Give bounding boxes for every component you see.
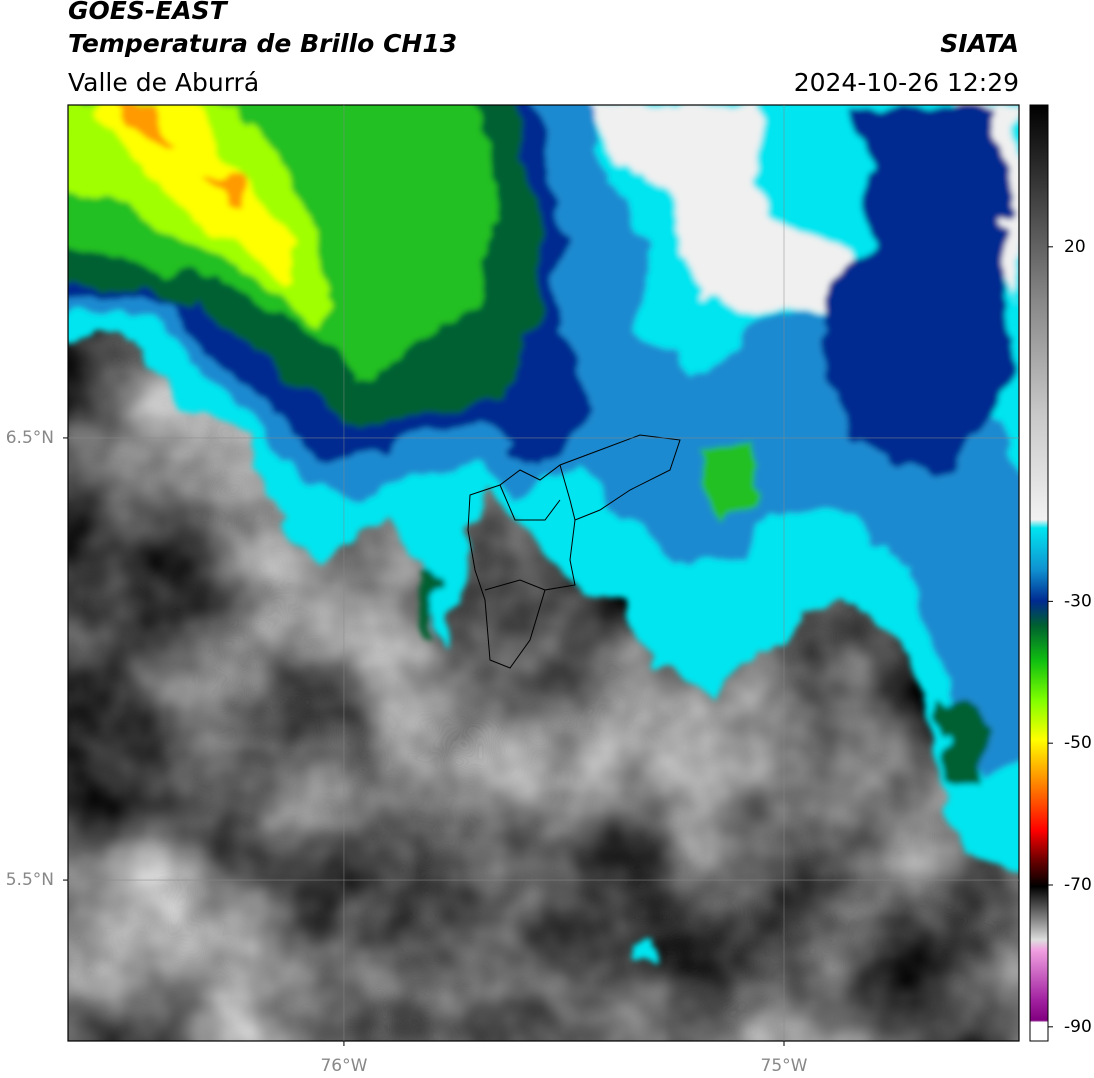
colorbar-tick-label: 20 bbox=[1064, 237, 1086, 257]
datetime: 2024-10-26 12:29 bbox=[794, 68, 1019, 97]
colorbar bbox=[1029, 104, 1049, 1042]
colorbar-tick-label: -50 bbox=[1064, 733, 1092, 753]
satellite: GOES-EAST bbox=[68, 0, 229, 25]
colorbar-tick-label: -90 bbox=[1064, 1017, 1092, 1037]
product: Temperatura de Brillo CH13 bbox=[68, 29, 457, 58]
x-tick-label: 75°W bbox=[761, 1056, 808, 1076]
colorbar-tick-label: -70 bbox=[1064, 875, 1092, 895]
y-tick-label: 6.5°N bbox=[6, 428, 54, 448]
region: Valle de Aburrá bbox=[68, 68, 259, 97]
source: SIATA bbox=[940, 29, 1019, 58]
x-tick-label: 76°W bbox=[320, 1056, 367, 1076]
colorbar-tick-label: -30 bbox=[1064, 591, 1092, 611]
map-frame bbox=[67, 104, 1020, 1042]
map-image bbox=[68, 105, 1019, 1041]
y-tick-label: 5.5°N bbox=[6, 870, 54, 890]
